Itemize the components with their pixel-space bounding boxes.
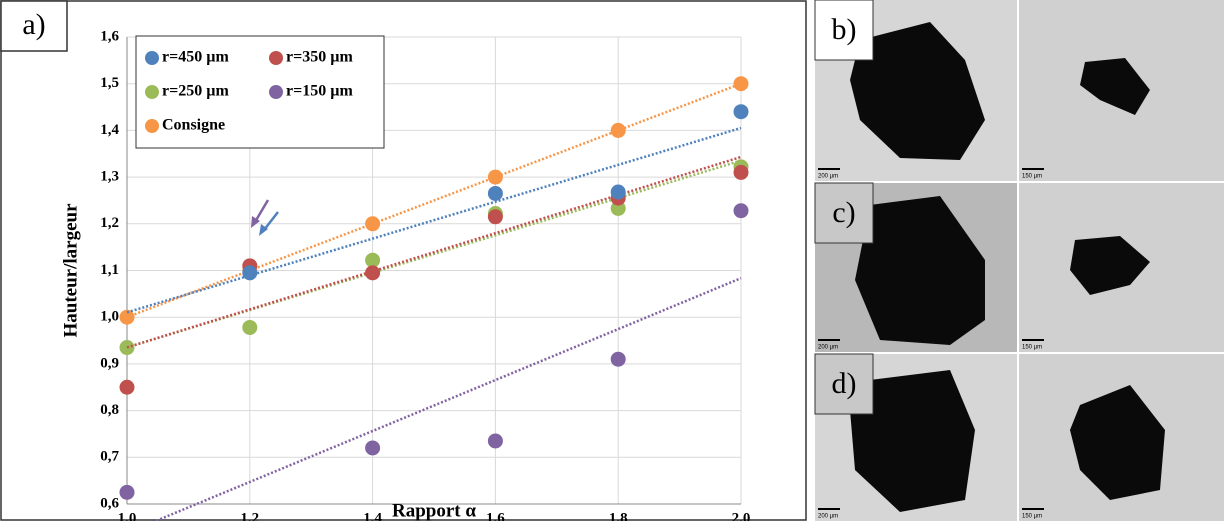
trendline [126,159,742,349]
trendline [126,126,742,314]
pore [850,370,975,512]
arrow [253,199,270,223]
point [733,203,749,219]
legend-marker [145,119,159,133]
point [610,200,626,216]
point [733,104,749,120]
point [242,265,258,281]
legend-label: Consigne [162,117,225,134]
x-tick-label: 1,2 [240,510,259,521]
point [119,379,135,395]
legend-label: r=450 µm [162,49,229,66]
y-tick-label: 0,6 [100,495,119,511]
pore [1080,58,1150,115]
y-tick-label: 0,7 [100,449,119,465]
point [487,169,503,185]
legend-label: r=250 µm [162,83,229,100]
legend-marker [269,51,283,65]
pore [855,196,985,345]
panel-label: b) [832,13,857,46]
legend-marker [145,51,159,65]
pore [850,22,985,160]
legend-box [135,35,385,149]
legend-label: r=350 µm [286,49,353,66]
panel-label-box [814,353,874,415]
y-tick-label: 1,2 [100,215,119,231]
y-tick-label: 1,5 [100,75,119,91]
arrow-head [251,216,260,228]
scale-label: 200 µm [818,514,838,520]
y-tick-label: 1,3 [100,169,119,185]
micrographs: b) 200 µm 150 µm c) 200 µm 150 µm d) 200 µm 150 … [814,0,1224,521]
trendline [140,277,742,526]
point [610,184,626,200]
point [733,76,749,92]
y-tick-label: 0,8 [100,402,119,418]
panel-label-box [814,182,874,244]
point [610,122,626,138]
x-tick-label: 1,0 [118,510,137,521]
point [487,185,503,201]
y-tick-label: 1,0 [100,309,119,325]
point [365,265,381,281]
scale-label: 150 µm [1022,345,1042,351]
point [733,164,749,180]
y-tick-label: 0,9 [100,355,119,371]
point [487,433,503,449]
scale-label: 150 µm [1022,514,1042,520]
arrow-head [259,224,268,236]
x-tick-label: 1,6 [486,510,505,521]
x-axis-title: Rapport α [392,500,476,521]
legend-marker [145,85,159,99]
panel-label: d) [832,367,857,400]
pore [1070,385,1165,500]
y-tick-label: 1,1 [100,262,119,278]
y-axis-title: Hauteur/largeur [60,203,81,338]
x-tick-label: 1,8 [609,510,628,521]
y-tick-label: 1,6 [100,28,119,44]
trendline [126,82,742,319]
scale-label: 200 µm [818,174,838,180]
pore [1070,236,1150,295]
scale-label: 150 µm [1022,174,1042,180]
point [242,319,258,335]
arrow [263,211,279,231]
point [119,309,135,325]
point [365,252,381,268]
point [365,216,381,232]
point [119,484,135,500]
point [365,440,381,456]
panel-label-box [0,0,68,52]
legend-label: r=150 µm [286,83,353,100]
point [610,351,626,367]
panel-label: a) [22,8,45,41]
x-tick-label: 2,0 [732,510,751,521]
trendline [126,155,742,349]
scale-label: 200 µm [818,345,838,351]
legend-marker [269,85,283,99]
point [487,209,503,225]
point [119,340,135,356]
panel-label: c) [832,196,855,229]
y-tick-label: 1,4 [100,122,119,138]
panel-label-box [814,0,874,61]
x-tick-label: 1,4 [363,510,382,521]
